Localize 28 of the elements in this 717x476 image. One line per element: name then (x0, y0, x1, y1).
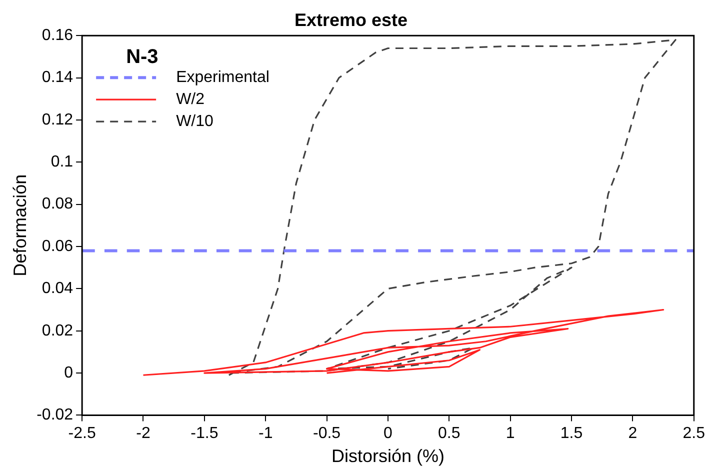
x-tick-label: 2 (628, 425, 638, 442)
x-tick-label: 0.5 (438, 425, 460, 442)
x-tick-label: -1.5 (190, 425, 218, 442)
legend-label: W/10 (176, 113, 214, 130)
y-tick-label: 0.08 (42, 196, 74, 213)
y-tick-label: 0.16 (42, 27, 74, 44)
y-tick-label: 0.1 (50, 154, 74, 171)
y-axis-title: Deformación (10, 174, 30, 276)
x-tick-label: -0.5 (313, 425, 341, 442)
y-tick-label: 0.14 (42, 69, 74, 86)
x-tick-label: 2.5 (682, 425, 706, 442)
x-tick-label: -2 (136, 425, 150, 442)
legend-label: Experimental (176, 69, 270, 86)
x-tick-label: 1 (506, 425, 515, 442)
y-tick-label: 0.02 (42, 322, 74, 340)
y-tick-label: -0.02 (36, 406, 74, 424)
legend-title: N-3 (126, 46, 158, 68)
x-axis-title: Distorsión (%) (331, 446, 444, 466)
legend-label: W/2 (176, 91, 205, 108)
y-tick-label: 0.04 (42, 280, 74, 298)
x-tick-label: -2.5 (68, 425, 96, 442)
y-tick-label: 0.12 (42, 111, 74, 128)
x-tick-label: 1.5 (560, 425, 583, 442)
x-tick-label: 0 (384, 425, 393, 442)
chart-title: Extremo este (294, 10, 408, 30)
x-tick-label: -1 (258, 425, 273, 442)
y-tick-label: 0 (64, 364, 74, 382)
y-tick-label: 0.06 (42, 238, 74, 255)
